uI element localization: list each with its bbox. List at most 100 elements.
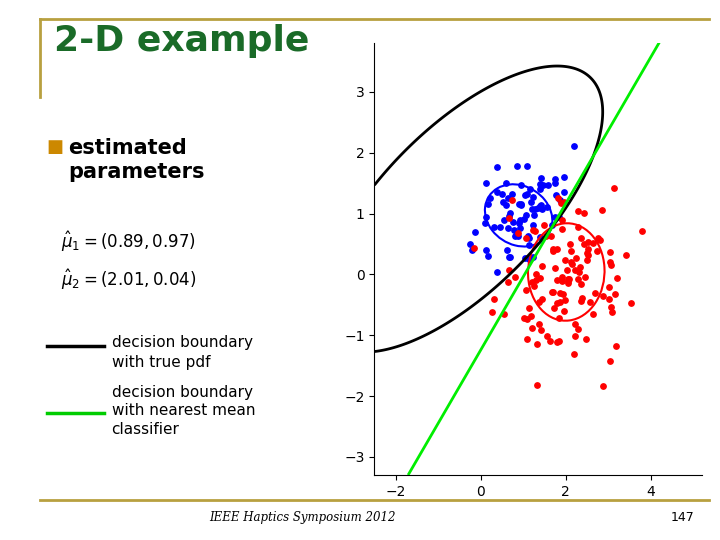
Point [525, 312, 536, 320]
Point [548, 304, 559, 313]
Point [467, 246, 478, 254]
Point [582, 250, 594, 259]
Point [549, 175, 561, 184]
Point [603, 282, 615, 291]
Point [541, 331, 553, 340]
Point [626, 299, 637, 308]
Point [554, 195, 565, 204]
Point [503, 278, 514, 287]
Point [549, 213, 561, 221]
Point [480, 245, 492, 254]
Point [485, 193, 496, 202]
Point [539, 220, 550, 229]
Point [565, 258, 577, 266]
Point [597, 206, 608, 214]
Point [605, 261, 616, 269]
Point [497, 198, 508, 207]
Point [526, 278, 538, 286]
Text: decision boundary: decision boundary [112, 335, 253, 350]
Point [569, 320, 580, 328]
Point [524, 185, 536, 194]
Point [487, 308, 498, 316]
Point [553, 313, 564, 322]
Point [568, 349, 580, 358]
Point [518, 313, 529, 322]
Point [576, 294, 588, 302]
Point [552, 298, 563, 307]
Text: 2-D example: 2-D example [54, 24, 310, 58]
Point [480, 179, 492, 187]
Point [530, 227, 541, 235]
Point [509, 273, 521, 281]
Point [520, 285, 531, 294]
Point [512, 231, 523, 240]
Point [532, 204, 544, 212]
Point [503, 224, 514, 233]
Point [536, 200, 547, 209]
Point [578, 240, 590, 248]
Point [528, 220, 539, 229]
Point [536, 261, 548, 270]
Point [556, 273, 567, 281]
Point [546, 232, 557, 241]
Point [469, 227, 480, 236]
Point [570, 332, 581, 340]
Point [546, 221, 558, 230]
Point [515, 216, 526, 225]
Point [491, 268, 503, 276]
Point [572, 325, 584, 334]
Point [557, 216, 568, 225]
Point [498, 309, 510, 318]
Point [523, 254, 535, 263]
Point [503, 193, 514, 202]
Point [547, 287, 559, 296]
Point [582, 245, 594, 253]
Point [504, 252, 516, 261]
Point [521, 334, 533, 343]
Point [572, 206, 583, 215]
Point [536, 326, 547, 334]
Point [523, 241, 535, 250]
Point [488, 294, 500, 303]
Point [558, 307, 570, 315]
Point [552, 194, 564, 202]
Point [606, 308, 618, 316]
Point [482, 200, 494, 209]
Point [525, 198, 536, 206]
Point [546, 288, 557, 296]
Point [567, 260, 578, 268]
Point [515, 223, 526, 232]
Point [503, 214, 515, 222]
Point [561, 266, 572, 274]
Point [521, 190, 533, 199]
Point [534, 320, 545, 328]
Point [554, 289, 566, 298]
Point [551, 276, 562, 285]
Point [580, 335, 591, 343]
Point [579, 272, 590, 281]
Point [500, 200, 512, 209]
Point [522, 232, 534, 241]
Point [557, 225, 568, 234]
Point [534, 184, 546, 193]
Point [534, 233, 546, 241]
Point [562, 276, 574, 285]
Point [526, 323, 538, 332]
Point [480, 213, 492, 222]
Point [562, 279, 573, 287]
Point [521, 314, 533, 323]
Point [598, 382, 609, 390]
Point [515, 201, 526, 210]
Point [504, 209, 516, 218]
Point [518, 215, 530, 224]
Point [523, 304, 534, 313]
Point [565, 246, 577, 255]
Point [534, 202, 546, 211]
Point [576, 280, 588, 289]
Point [531, 381, 542, 389]
Point [494, 222, 505, 231]
Point [515, 199, 526, 208]
Point [547, 245, 559, 254]
Point [519, 191, 531, 199]
Point [559, 256, 571, 265]
